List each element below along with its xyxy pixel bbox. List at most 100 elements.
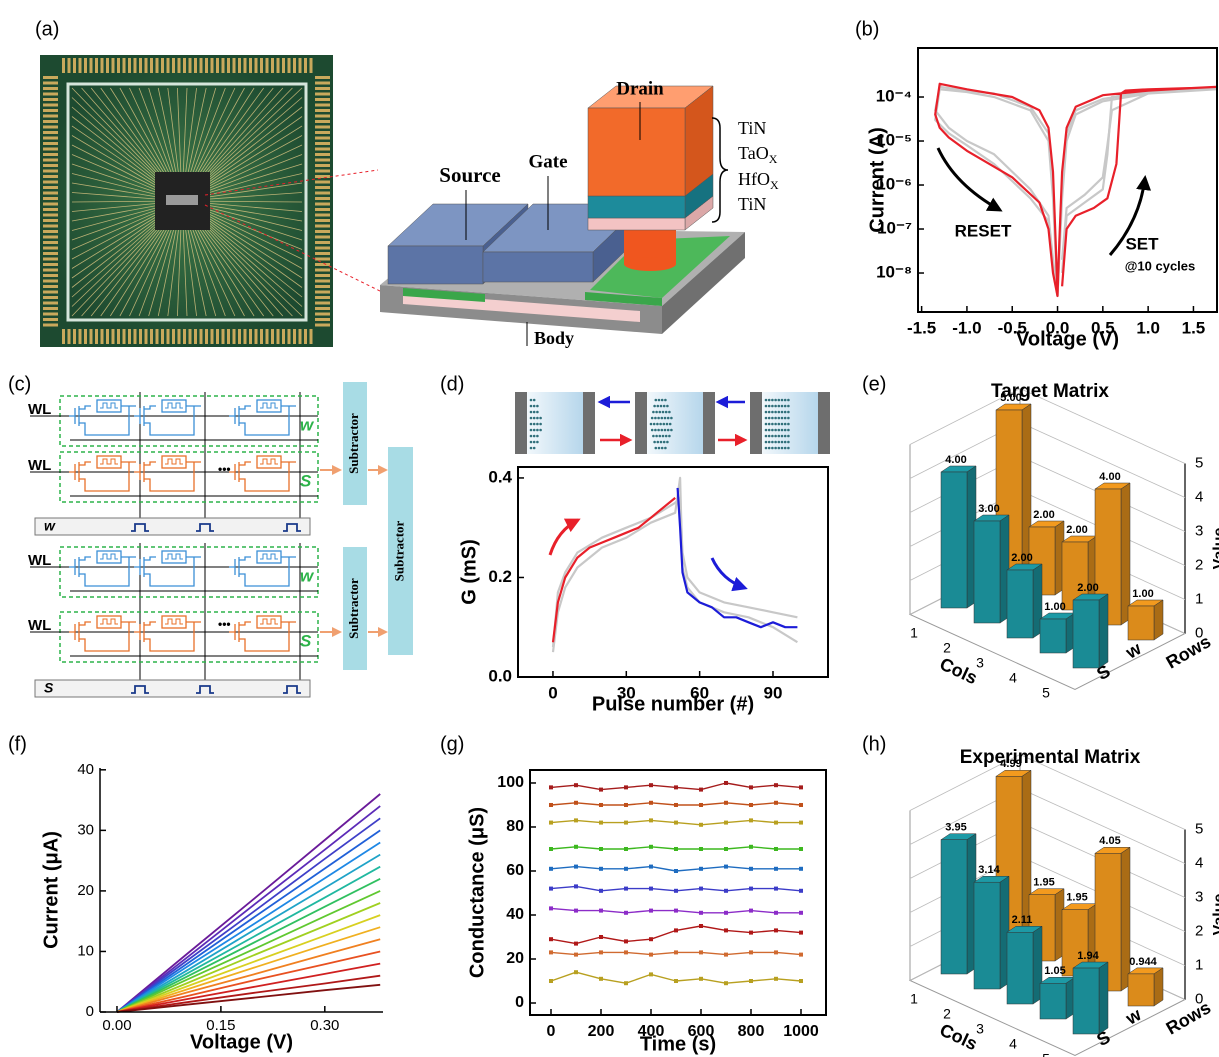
pin [315,109,330,112]
vacancy-dot [650,416,654,420]
pin [315,246,330,250]
marker [574,941,578,946]
x-axis-label: Voltage (V) [1016,328,1119,350]
transistor [229,461,296,492]
vacancy-dot [774,428,777,432]
vacancy-dot [666,428,670,432]
marker [699,923,703,928]
series-line [116,829,381,1013]
pin [315,114,330,118]
vacancy-dot [653,404,656,408]
marker [549,950,553,955]
marker [699,866,703,871]
marker [799,930,803,935]
pin [84,329,87,344]
marker [699,910,703,915]
drain-region [585,292,662,306]
marker [674,928,678,933]
vacancy-dot [662,422,666,426]
pin [315,197,330,200]
transistor [229,556,296,587]
col-label: 3 [976,655,984,671]
pin [315,191,330,195]
bar [1127,605,1155,641]
pin [43,87,58,90]
pin [315,318,330,321]
series-line [116,938,381,1013]
pin [315,290,330,294]
pin [315,169,330,173]
pin [293,58,296,73]
z-tick-label: 4 [1195,488,1203,505]
pin [243,58,247,73]
transistor [69,405,136,436]
vacancy-dot [657,446,661,450]
pin [89,58,93,73]
bar-side [1120,482,1131,626]
pulse [131,685,149,694]
panel-label: (g) [440,733,464,755]
marker [774,866,778,871]
marker [724,800,728,805]
drain-label: Drain [616,78,664,99]
transistor [134,461,201,492]
plot-frame [917,47,1218,313]
pin [271,58,274,73]
y-tick-label: 20 [77,882,94,899]
pin [43,98,58,101]
marker [799,785,803,790]
pin [117,329,120,344]
cell-group [59,395,319,447]
memristor [96,455,122,469]
marker [749,802,753,807]
vacancy-dot [539,422,542,426]
series-line [116,974,381,1013]
x-axis-label: Cols [937,654,981,689]
vacancy-dot [665,422,669,426]
y-axis-label: Current (μA) [40,831,62,949]
zoom-line [204,204,383,293]
bar [1039,983,1067,1020]
marker [774,846,778,851]
pin [43,268,58,272]
series-line [116,983,381,1013]
bar [1072,967,1100,1035]
memristor-zigzag [260,553,278,560]
pin [210,329,214,344]
vacancy-dot [780,404,784,408]
block-front [587,195,686,219]
marker [574,884,578,889]
series-line [116,805,381,1013]
marker [549,937,553,942]
memristor-zigzag [100,553,118,560]
pin [177,329,181,344]
pin [260,58,263,73]
pin [315,219,330,222]
y-tick-label: 0.2 [488,567,512,586]
marker [774,950,778,955]
vacancy-dot [650,428,654,432]
marker [674,950,678,955]
memristor-zigzag [260,402,278,409]
marker [574,908,578,913]
marker [649,937,653,942]
x-tick-label: -1.0 [952,318,981,337]
vacancy-dot [529,422,533,426]
pin [78,329,82,344]
series-line [934,82,1218,298]
x-tick-label: 800 [738,1023,765,1040]
y-axis-label: Rows [1163,631,1215,672]
word-line-label: WL [28,552,51,569]
vacancy-dot [787,404,790,408]
pin [67,329,71,344]
row-label: w [1122,1004,1146,1029]
y-tick-label: 10⁻⁶ [876,174,912,193]
vacancy-dot [764,398,768,402]
memristor-zigzag [260,458,278,465]
z-grid-line [1019,788,1186,864]
pin [155,58,159,73]
pin [106,329,109,344]
vacancy-dot [670,416,673,420]
marker [574,818,578,823]
pin [43,202,58,206]
